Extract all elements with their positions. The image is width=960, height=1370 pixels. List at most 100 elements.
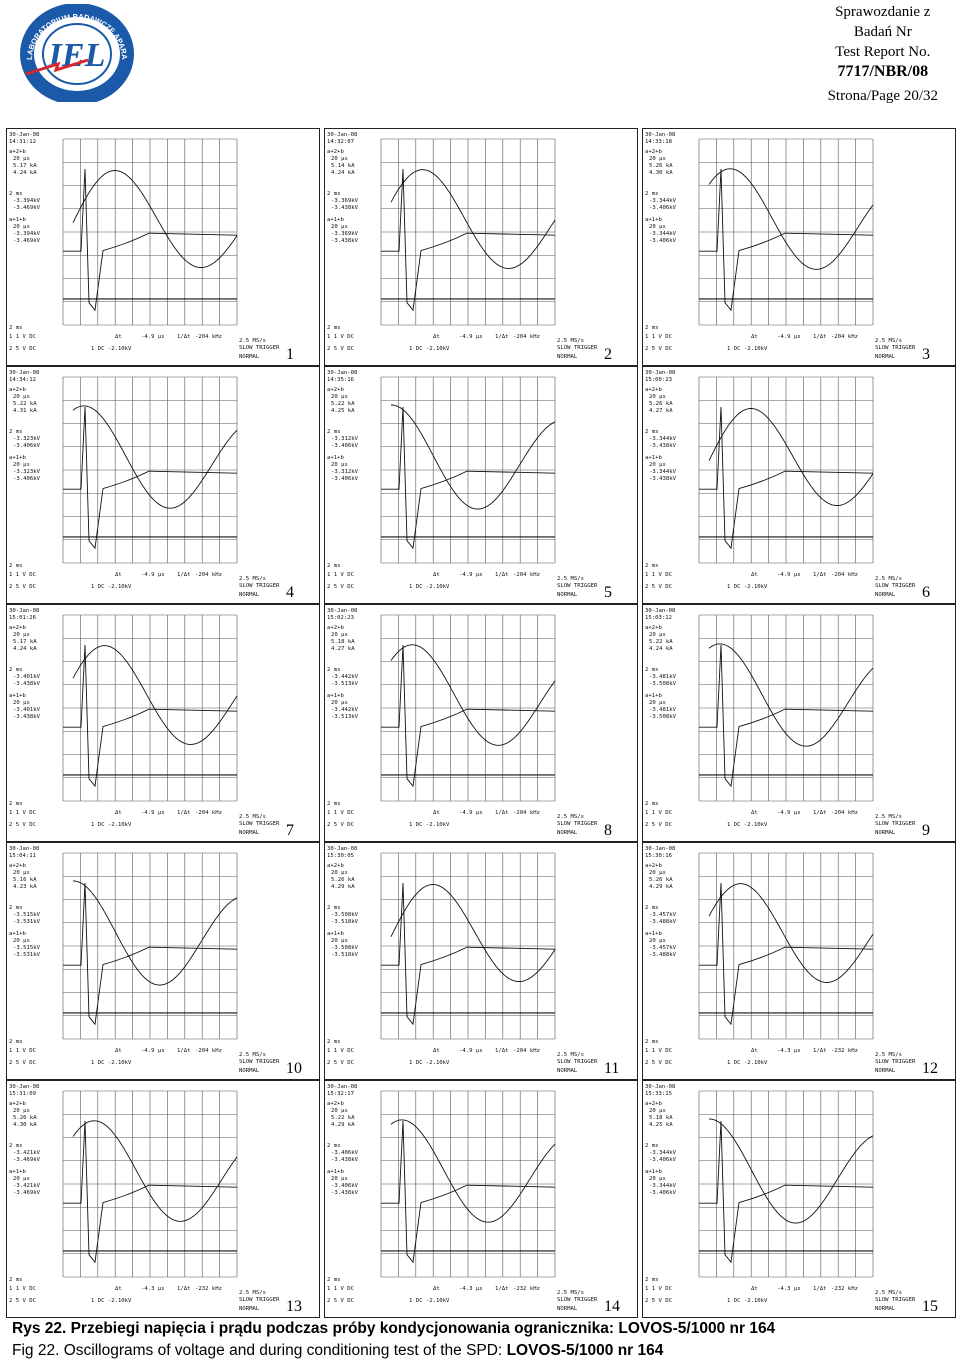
slow-trigger: SLOW TRIGGER	[239, 345, 280, 351]
current-trace	[390, 644, 556, 746]
scope-traces	[63, 168, 238, 312]
cursor-time-bottom: 2 ms	[9, 1039, 22, 1045]
channel-a-time: 20 µs	[649, 156, 666, 162]
oscillogram-panel: 30-Jan-08 15:01:26 a+2+b 20 µs 5.17 kA 4.24 k…	[6, 604, 320, 842]
channel-2-setting: 2 5 V DC	[9, 584, 36, 590]
channel-1-setting: 1 1 V DC	[645, 1048, 672, 1054]
voltage-peak-1: -3.344kV	[649, 1150, 677, 1156]
scope-time: 15:32:17	[327, 1091, 354, 1097]
voltage-peak-2b: -3.469kV	[13, 1190, 41, 1196]
trigger-level: 1 DC -2.10kV	[727, 346, 768, 352]
voltage-peak-1: -3.442kV	[331, 674, 359, 680]
sample-rate: 2.5 MS/s	[875, 338, 902, 344]
current-peak-2: 4.24 kA	[13, 646, 37, 652]
channel-a-label: a+2+b	[9, 863, 26, 869]
scope-date: 30-Jan-08	[327, 132, 358, 138]
cursor-time-bottom: 2 ms	[9, 563, 22, 569]
slow-trigger: SLOW TRIGGER	[875, 1297, 916, 1303]
voltage-peak-2b: -3.513kV	[331, 714, 359, 720]
cursor-time: 2 ms	[9, 1143, 22, 1149]
voltage-trace	[63, 168, 238, 312]
voltage-peak-2: -3.469kV	[13, 205, 41, 211]
scope-time: 15:00:23	[645, 377, 672, 383]
channel-b-time: 20 µs	[649, 938, 666, 944]
current-trace	[72, 170, 238, 268]
channel-1-setting: 1 1 V DC	[327, 572, 354, 578]
scope-date: 30-Jan-08	[645, 846, 676, 852]
delta-t-label: Δt	[115, 1286, 122, 1292]
current-trace	[390, 1119, 556, 1223]
oscillogram-panel: 30-Jan-08 14:33:18 a+2+b 20 µs 5.26 kA 4.30 k…	[642, 128, 956, 366]
scope-status: 2 ms 1 1 V DC 2 5 V DC 1 DC -2.10kV Δt -4.9 µ…	[645, 801, 916, 836]
report-number: 7717/NBR/08	[837, 63, 929, 80]
current-peak-1: 5.26 kA	[331, 877, 355, 883]
caption-polish: Rys 22. Przebiegi napięcia i prądu podcz…	[12, 1320, 776, 1337]
trigger-mode: NORMAL	[239, 1306, 260, 1312]
channel-b-time: 20 µs	[13, 1176, 30, 1182]
voltage-peak-1b: -3.312kV	[331, 469, 359, 475]
voltage-peak-1: -3.401kV	[13, 674, 41, 680]
current-peak-2: 4.31 kA	[13, 408, 37, 414]
voltage-peak-2b: -3.406kV	[13, 476, 41, 482]
freq-label: 1/Δt	[177, 810, 190, 816]
scope-time: 15:01:26	[9, 615, 36, 621]
channel-1-setting: 1 1 V DC	[327, 1286, 354, 1292]
delta-t-label: Δt	[751, 334, 758, 340]
delta-t-label: Δt	[433, 572, 440, 578]
channel-1-setting: 1 1 V DC	[327, 334, 354, 340]
voltage-peak-1: -3.421kV	[13, 1150, 41, 1156]
current-peak-1: 5.18 kA	[649, 1115, 673, 1121]
scope-date: 30-Jan-08	[645, 132, 676, 138]
slow-trigger: SLOW TRIGGER	[239, 583, 280, 589]
delta-t-label: Δt	[115, 810, 122, 816]
cursor-time: 2 ms	[645, 429, 658, 435]
delta-t-value: -4.9 µs	[459, 1048, 483, 1054]
voltage-peak-2: -3.513kV	[331, 681, 359, 687]
scope-traces	[699, 1118, 874, 1264]
freq-label: 1/Δt	[495, 572, 508, 578]
freq-value: -232 kHz	[513, 1286, 540, 1292]
freq-value: -204 kHz	[513, 334, 540, 340]
scope-status: 2 ms 1 1 V DC 2 5 V DC 1 DC -2.10kV Δt -4.3 µ…	[645, 1039, 916, 1074]
scope-traces	[63, 1120, 238, 1264]
current-trace	[72, 1120, 238, 1222]
current-trace	[73, 880, 238, 986]
channel-a-time: 20 µs	[331, 394, 348, 400]
header-line-1: Sprawozdanie z	[835, 4, 931, 20]
trigger-mode: NORMAL	[239, 354, 260, 360]
voltage-peak-2: -3.438kV	[331, 205, 359, 211]
voltage-peak-2: -3.406kV	[13, 443, 41, 449]
oscillogram-grid: 30-Jan-08 14:31:12 a+2+b 20 µs 5.17 kA 4.24 k…	[6, 128, 956, 1318]
channel-b-time: 20 µs	[331, 938, 348, 944]
scope-time: 15:02:23	[327, 615, 354, 621]
slow-trigger: SLOW TRIGGER	[875, 821, 916, 827]
voltage-trace	[381, 882, 556, 1026]
channel-b-time: 20 µs	[649, 462, 666, 468]
voltage-trace	[63, 882, 238, 1026]
trigger-level: 1 DC -2.10kV	[409, 822, 450, 828]
channel-2-setting: 2 5 V DC	[9, 1060, 36, 1066]
cursor-time: 2 ms	[327, 905, 340, 911]
voltage-peak-2b: -3.438kV	[331, 1190, 359, 1196]
scope-graticule	[698, 138, 874, 326]
channel-b-time: 20 µs	[13, 700, 30, 706]
trigger-level: 1 DC -2.10kV	[91, 1298, 132, 1304]
sample-rate: 2.5 MS/s	[557, 338, 584, 344]
voltage-peak-2b: -3.406kV	[649, 238, 677, 244]
oscillogram-panel: 30-Jan-08 15:32:17 a+2+b 20 µs 5.22 kA 4.29 k…	[324, 1080, 638, 1318]
voltage-peak-2: -3.469kV	[13, 1157, 41, 1163]
channel-b-label: a+1+b	[9, 693, 26, 699]
channel-a-time: 20 µs	[13, 870, 30, 876]
voltage-peak-1b: -3.481kV	[649, 707, 677, 713]
panel-number: 15	[922, 1298, 938, 1315]
voltage-peak-2: -3.518kV	[331, 919, 359, 925]
channel-1-setting: 1 1 V DC	[327, 1048, 354, 1054]
voltage-trace	[699, 168, 874, 312]
delta-t-label: Δt	[751, 1286, 758, 1292]
scope-date: 30-Jan-08	[327, 608, 358, 614]
